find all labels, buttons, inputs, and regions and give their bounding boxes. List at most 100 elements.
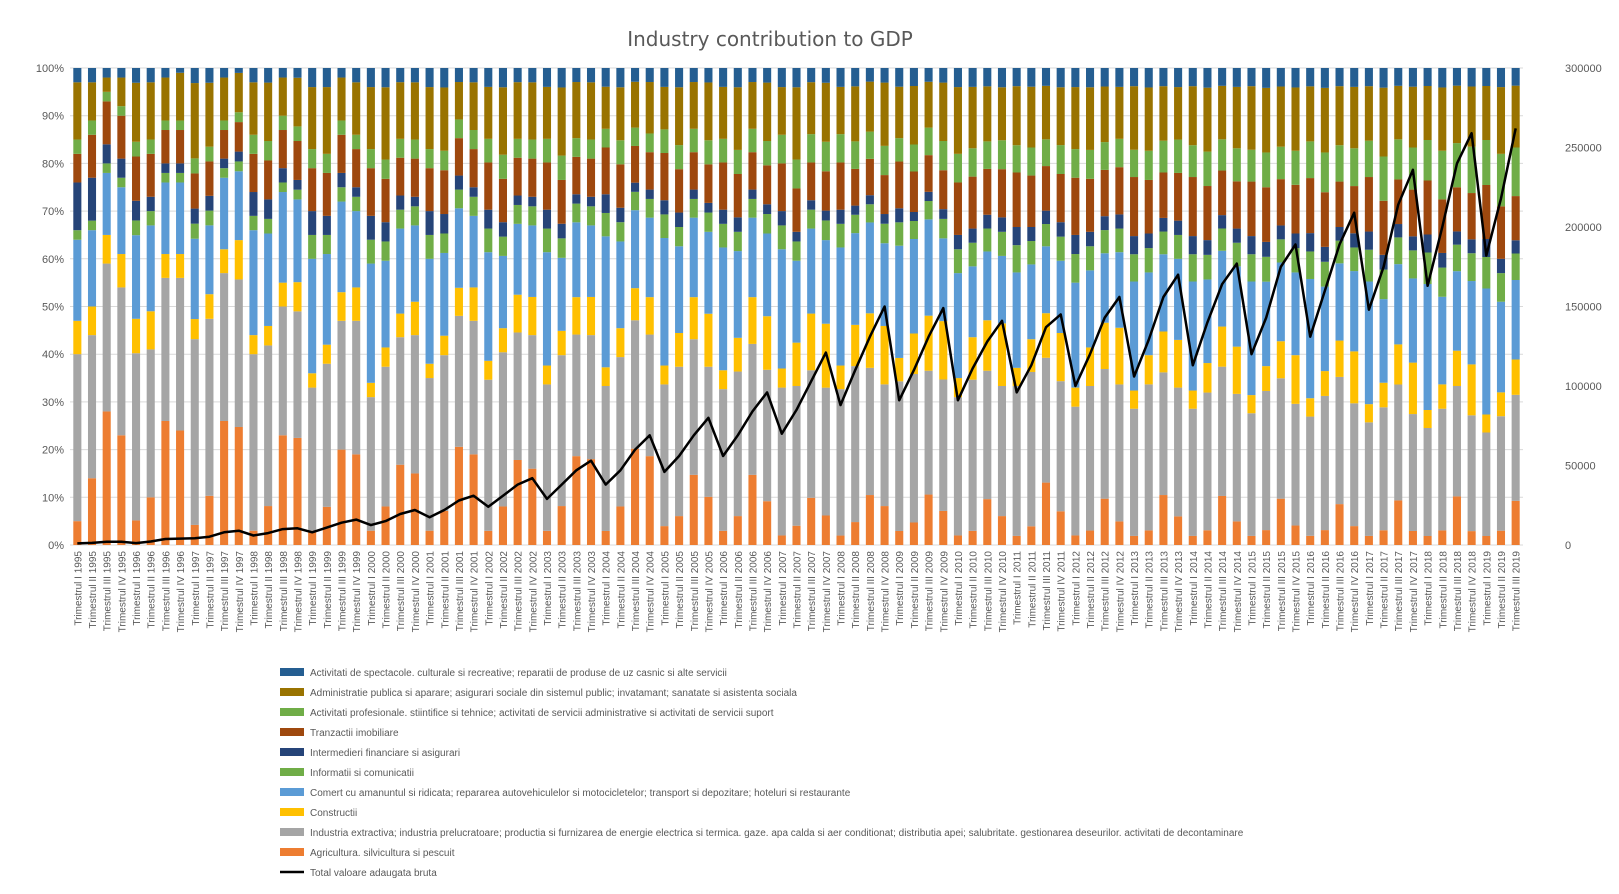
bar-segment [1511, 196, 1520, 241]
bar-segment [469, 68, 478, 83]
bar-segment [1496, 68, 1506, 88]
bar-segment [469, 130, 478, 150]
bar-segment [1115, 384, 1124, 522]
x-tick-label: Trimestrul I 2005 [660, 551, 671, 626]
bar-segment [1071, 234, 1080, 255]
bar-segment [381, 68, 390, 88]
bar-segment [953, 234, 962, 250]
bar-segment [308, 387, 317, 531]
bar-segment [1247, 181, 1256, 237]
bar-segment [968, 68, 977, 87]
bar-segment [1438, 267, 1447, 297]
bar-segment [528, 68, 537, 83]
bar-segment [997, 140, 1007, 170]
bar-segment [190, 158, 199, 174]
left-tick-label: 60% [42, 254, 64, 266]
bar-segment [983, 168, 992, 215]
bar-segment [1188, 254, 1197, 282]
bar-segment [983, 251, 992, 321]
bar-segment [73, 521, 82, 545]
x-tick-label: Trimestrul III 1998 [279, 551, 290, 632]
bar-segment [1218, 85, 1227, 140]
bar-segment [557, 330, 566, 356]
legend-label: Industria extractiva; industria prelucra… [310, 828, 1244, 839]
bar-segment [513, 294, 522, 333]
bar-segment [425, 149, 434, 169]
bar-segment [102, 77, 111, 92]
bar-segment [689, 128, 698, 153]
bar-segment [1012, 272, 1021, 368]
x-tick-label: Trimestrul IV 2016 [1350, 551, 1361, 633]
bar-segment [117, 158, 126, 178]
bar-segment [264, 233, 273, 326]
x-tick-label: Trimestrul I 2001 [426, 551, 437, 626]
bar-segment [1174, 68, 1183, 88]
bar-segment [836, 86, 845, 135]
bar-segment [117, 68, 126, 78]
bar-segment [968, 530, 977, 545]
bar-segment [1232, 228, 1241, 243]
bar-segment [1394, 237, 1403, 265]
bar-segment [836, 134, 845, 163]
bar-segment [1218, 170, 1227, 216]
bar-segment [865, 495, 874, 545]
bar-segment [1511, 68, 1520, 86]
bar-segment [425, 363, 434, 379]
bar-segment [1423, 284, 1432, 410]
bar-segment [381, 159, 390, 179]
bar-segment [1350, 186, 1359, 234]
bar-segment [953, 87, 962, 154]
bar-segment [190, 68, 199, 84]
bar-segment [1306, 251, 1315, 279]
legend-swatch [280, 808, 304, 816]
bar-segment [322, 363, 331, 507]
bar-segment [704, 313, 713, 367]
bar-segment [939, 141, 948, 171]
bar-segment [777, 134, 786, 164]
bar-segment [352, 82, 361, 135]
bar-segment [1203, 392, 1212, 531]
bar-segment [278, 168, 287, 183]
bar-segment [1276, 262, 1285, 342]
bar-segment [410, 335, 419, 474]
bar-segment [997, 87, 1007, 141]
bar-segment [1496, 530, 1506, 545]
bar-segment [234, 122, 243, 152]
bar-segment [249, 192, 258, 216]
bar-segment [440, 150, 449, 171]
bar-segment [645, 217, 654, 298]
bar-segment [1203, 530, 1212, 545]
bar-segment [337, 292, 346, 321]
bar-segment [161, 420, 170, 545]
bar-segment [836, 535, 845, 545]
bar-segment [513, 138, 522, 158]
bar-segment [1320, 530, 1329, 545]
bar-segment [631, 182, 640, 192]
bar-segment [132, 156, 141, 201]
x-tick-label: Trimestrul III 2018 [1453, 551, 1464, 632]
bar-segment [572, 82, 581, 139]
bar-segment [234, 240, 243, 280]
bar-segment [1085, 270, 1095, 348]
bar-segment [396, 157, 405, 196]
bar-segment [1232, 242, 1241, 267]
bar-segment [1159, 495, 1168, 545]
bar-segment [1130, 177, 1139, 237]
bar-segment [352, 149, 361, 188]
bar-segment [909, 333, 918, 374]
right-tick-label: 200000 [1565, 222, 1602, 234]
bar-segment [601, 212, 610, 237]
bar-segment [836, 68, 845, 87]
x-tick-label: Trimestrul III 2003 [572, 551, 583, 632]
bar-segment [322, 344, 331, 364]
bar-segment [1027, 264, 1036, 340]
bar-segment [601, 386, 610, 531]
bar-segment [1394, 68, 1403, 86]
x-tick-label: Trimestrul IV 2008 [881, 551, 892, 633]
bar-segment [1232, 181, 1241, 229]
bar-segment [983, 214, 992, 229]
bar-segment [1041, 246, 1051, 314]
bar-segment [1364, 281, 1373, 405]
x-tick-label: Trimestrul IV 2017 [1409, 551, 1420, 633]
legend-label: Intermedieri financiare si asigurari [310, 748, 460, 759]
